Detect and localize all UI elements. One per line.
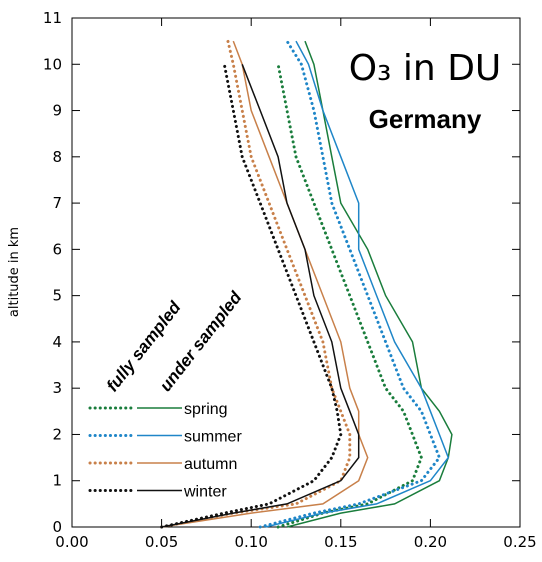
y-tick-label: 5 xyxy=(52,287,62,305)
fully-sampled-line xyxy=(161,40,369,528)
x-tick-label: 0.20 xyxy=(414,533,447,551)
x-tick-label: 0.10 xyxy=(234,533,267,551)
y-tick-label: 11 xyxy=(43,9,62,27)
y-tick-label: 6 xyxy=(52,240,62,258)
y-tick-label: 4 xyxy=(52,333,62,351)
fully-sampled-line xyxy=(265,40,450,528)
legend-label: autumn xyxy=(184,456,237,473)
legend-label: winter xyxy=(183,484,227,501)
chart-subtitle: Germany xyxy=(369,104,482,134)
y-axis-label: altitude in km xyxy=(7,227,22,317)
under-sampled-line xyxy=(258,39,442,529)
legend-label: summer xyxy=(184,429,242,446)
y-tick-label: 0 xyxy=(52,518,62,536)
legend-label: spring xyxy=(184,401,228,418)
y-tick-label: 10 xyxy=(43,55,62,73)
x-tick-label: 0.05 xyxy=(145,533,178,551)
under-sampled-line xyxy=(160,62,343,529)
y-tick-label: 3 xyxy=(52,379,62,397)
chart-title: O₃ in DU xyxy=(349,48,502,89)
fully-sampled-line xyxy=(286,40,453,528)
under-sampled-line xyxy=(276,62,424,529)
y-tick-label: 8 xyxy=(52,148,62,166)
y-tick-label: 1 xyxy=(52,472,62,490)
fully-sampled-line xyxy=(161,64,360,528)
x-tick-label: 0.25 xyxy=(503,533,536,551)
y-tick-label: 9 xyxy=(52,102,62,120)
x-tick-label: 0.00 xyxy=(55,533,88,551)
x-tick-label: 0.15 xyxy=(324,533,357,551)
y-tick-label: 2 xyxy=(52,425,62,443)
under-sampled-line xyxy=(160,39,352,529)
plot-frame xyxy=(71,17,521,528)
y-tick-label: 7 xyxy=(52,194,62,212)
